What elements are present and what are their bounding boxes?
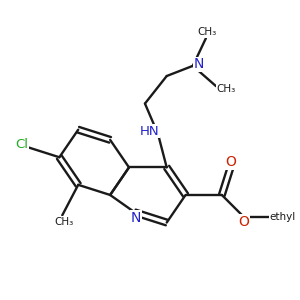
Text: N: N (131, 211, 141, 225)
Text: CH₃: CH₃ (198, 28, 217, 38)
Text: Cl: Cl (15, 138, 28, 151)
Text: O: O (225, 155, 236, 169)
Text: HN: HN (140, 124, 159, 138)
Text: CH₃: CH₃ (54, 217, 73, 227)
Text: CH₃: CH₃ (217, 84, 236, 94)
Text: N: N (194, 57, 204, 71)
Text: O: O (239, 215, 250, 229)
Text: ethyl: ethyl (270, 212, 296, 222)
